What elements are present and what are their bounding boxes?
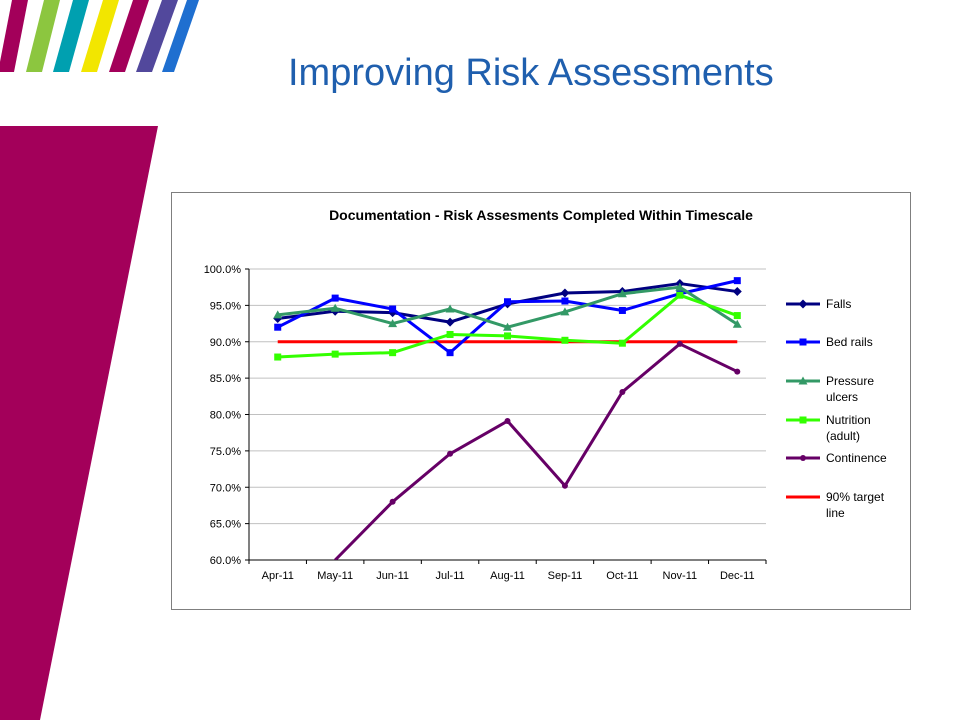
data-point-continence	[504, 418, 511, 425]
x-tick-label: Apr-11	[262, 570, 294, 582]
legend-marker-falls	[798, 299, 808, 309]
data-point-pressure-ulcers	[273, 310, 283, 319]
data-point-falls	[445, 317, 455, 327]
data-point-falls	[732, 287, 742, 297]
data-point-nutrition-adult	[733, 312, 741, 320]
data-point-continence	[561, 482, 568, 489]
data-point-pressure-ulcers	[617, 289, 627, 298]
data-point-nutrition-adult	[331, 350, 339, 358]
data-point-pressure-ulcers	[503, 322, 512, 331]
data-point-pressure-ulcers	[388, 319, 398, 328]
data-point-pressure-ulcers	[445, 304, 455, 313]
data-point-bed-rails	[618, 306, 626, 314]
legend-label-continence: Continence	[826, 451, 887, 465]
data-point-bed-rails	[274, 323, 282, 331]
x-tick-label: Jul-11	[435, 570, 464, 582]
y-tick-label: 95.0%	[210, 300, 241, 312]
series-line-continence	[334, 342, 738, 560]
top-stripe-5	[109, 0, 149, 72]
data-point-bed-rails	[446, 349, 454, 357]
legend-label-nutrition-adult: (adult)	[826, 429, 860, 443]
data-point-pressure-ulcers	[675, 282, 685, 291]
data-point-pressure-ulcers	[732, 319, 742, 328]
x-tick-label: Sep-11	[548, 570, 583, 582]
slide-title: Improving Risk Assessments	[288, 52, 774, 94]
data-point-nutrition-adult	[676, 291, 684, 299]
line-chart: 100.0% 95.0% 90.0% 85.0% 80.0% 75.0% 70.0% 65.0…	[204, 264, 887, 582]
legend-label-90-target-line: 90% target	[826, 490, 885, 504]
x-tick-label: Nov-11	[663, 570, 698, 582]
top-stripe-4	[81, 0, 119, 72]
data-point-continence	[447, 450, 454, 457]
legend-label-pressure-ulcers: Pressure	[826, 374, 874, 388]
x-tick-label: Aug-11	[490, 570, 525, 582]
legend-marker-continence	[800, 455, 806, 461]
legend-marker-nutrition-adult	[799, 416, 807, 424]
series-bed-rails	[274, 277, 741, 357]
y-tick-label: 60.0%	[210, 555, 241, 567]
data-point-nutrition-adult	[274, 353, 282, 361]
data-point-bed-rails	[733, 277, 741, 285]
data-point-nutrition-adult	[504, 332, 511, 340]
data-point-bed-rails	[389, 305, 397, 313]
data-point-bed-rails	[561, 297, 569, 305]
y-tick-label: 100.0%	[204, 264, 242, 276]
x-tick-label: Dec-11	[720, 570, 755, 582]
series-continence	[334, 340, 741, 560]
data-point-continence	[619, 388, 626, 395]
series-nutrition-adult	[274, 291, 741, 361]
top-stripe-7	[162, 0, 199, 72]
y-tick-label: 80.0%	[210, 410, 241, 422]
x-tick-label: Jun-11	[376, 570, 409, 582]
legend-marker-pressure-ulcers	[798, 376, 808, 385]
y-tick-label: 75.0%	[210, 446, 241, 458]
legend-label-nutrition-adult: Nutrition	[826, 413, 871, 427]
chart-frame: Documentation - Risk Assesments Complete…	[171, 192, 911, 610]
top-stripe-2	[26, 0, 60, 72]
data-point-continence	[389, 498, 396, 505]
data-point-bed-rails	[331, 294, 339, 302]
data-point-nutrition-adult	[618, 339, 626, 347]
legend-label-falls: Falls	[826, 297, 851, 311]
y-tick-label: 90.0%	[210, 337, 241, 349]
data-point-pressure-ulcers	[330, 303, 340, 312]
data-point-continence	[676, 340, 683, 347]
top-stripe-1	[0, 0, 28, 72]
legend-label-pressure-ulcers: ulcers	[826, 390, 858, 404]
legend-marker-falls	[798, 299, 808, 309]
top-stripe-3	[53, 0, 89, 72]
data-point-bed-rails	[504, 298, 511, 306]
legend-marker-bed-rails	[799, 338, 807, 346]
data-point-falls	[560, 288, 570, 298]
legend-marker-pressure-ulcers	[798, 376, 808, 385]
legend-marker-continence	[800, 455, 806, 461]
y-tick-label: 85.0%	[210, 373, 241, 385]
data-point-continence	[734, 368, 741, 375]
data-point-falls	[388, 308, 398, 318]
chart-title: Documentation - Risk Assesments Complete…	[329, 207, 753, 223]
y-tick-label: 70.0%	[210, 482, 241, 494]
series-pressure-ulcers	[273, 282, 742, 331]
data-point-nutrition-adult	[446, 330, 454, 338]
data-point-nutrition-adult	[389, 349, 397, 357]
data-point-nutrition-adult	[561, 336, 569, 344]
legend-marker-nutrition-adult	[799, 416, 807, 424]
legend-marker-bed-rails	[799, 338, 807, 346]
left-magenta-band	[0, 126, 158, 720]
x-tick-label: May-11	[317, 570, 353, 582]
legend-label-90-target-line: line	[826, 506, 845, 520]
data-point-pressure-ulcers	[560, 307, 570, 316]
legend-label-bed-rails: Bed rails	[826, 335, 873, 349]
top-stripe-6	[136, 0, 178, 72]
y-tick-label: 65.0%	[210, 519, 241, 531]
x-tick-label: Oct-11	[606, 570, 638, 582]
